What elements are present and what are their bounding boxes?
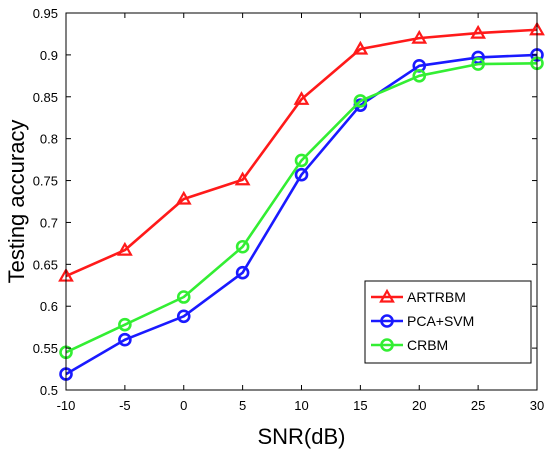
series-line-crbm <box>65 61 538 354</box>
legend-item-crbm: CRBM <box>371 337 448 353</box>
y-tick-label: 0.6 <box>40 299 58 314</box>
data-point-pca-svm <box>294 167 309 182</box>
x-tick-label: -10 <box>57 398 76 413</box>
y-tick-label: 0.55 <box>33 341 58 356</box>
y-tick-label: 0.5 <box>40 383 58 398</box>
y-tick-label: 0.8 <box>40 132 58 147</box>
y-tick-label: 0.85 <box>33 90 58 105</box>
x-tick-label: 15 <box>353 398 367 413</box>
data-point-artrbm <box>470 24 487 39</box>
y-tick-label: 0.7 <box>40 215 58 230</box>
data-point-artrbm <box>116 241 133 256</box>
data-point-crbm <box>471 57 485 71</box>
x-tick-label: 0 <box>180 398 187 413</box>
legend-marker <box>380 338 394 352</box>
data-point-crbm <box>353 94 368 108</box>
x-tick-label: 20 <box>412 398 426 413</box>
series-artrbm <box>58 21 545 282</box>
x-axis-ticks: -10 -5 0 5 10 15 20 25 30 <box>57 13 544 413</box>
data-point-artrbm <box>293 91 310 105</box>
x-tick-label: 25 <box>471 398 485 413</box>
legend-item-pca-svm: PCA+SVM <box>371 313 474 329</box>
data-point-crbm <box>412 69 427 83</box>
x-tick-label: -5 <box>119 398 131 413</box>
legend: ARTRBM PCA+SVM CRBM <box>364 280 532 364</box>
series-crbm <box>59 56 544 360</box>
data-point-crbm <box>235 239 250 254</box>
legend-marker <box>379 288 395 303</box>
legend-label: PCA+SVM <box>407 313 474 329</box>
data-point-pca-svm <box>118 332 132 347</box>
y-axis-label: Testing accuracy <box>4 120 29 284</box>
y-tick-label: 0.75 <box>33 174 58 189</box>
series-line-artrbm <box>65 28 538 278</box>
data-point-artrbm <box>234 171 251 186</box>
series-line-pca-svm <box>65 53 538 376</box>
x-tick-label: 10 <box>294 398 308 413</box>
data-point-crbm <box>294 153 309 168</box>
data-point-artrbm <box>411 29 428 44</box>
data-point-artrbm <box>352 40 369 55</box>
data-point-artrbm <box>175 190 192 205</box>
y-tick-label: 0.9 <box>40 48 58 63</box>
legend-label: CRBM <box>407 337 448 353</box>
x-axis-label: SNR(dB) <box>257 424 345 449</box>
y-tick-label: 0.95 <box>33 6 58 21</box>
data-point-pca-svm <box>176 309 191 324</box>
legend-item-artrbm: ARTRBM <box>371 288 466 305</box>
data-point-crbm <box>118 317 132 332</box>
data-point-pca-svm <box>235 265 250 280</box>
x-tick-label: 30 <box>530 398 544 413</box>
x-tick-label: 5 <box>239 398 246 413</box>
y-tick-label: 0.65 <box>33 257 58 272</box>
data-point-crbm <box>176 290 191 304</box>
legend-label: ARTRBM <box>407 289 466 305</box>
legend-marker <box>380 314 394 328</box>
y-axis-ticks: 0.5 0.55 0.6 0.65 0.7 0.75 0.8 0.85 0.9 0.95 <box>33 6 537 398</box>
